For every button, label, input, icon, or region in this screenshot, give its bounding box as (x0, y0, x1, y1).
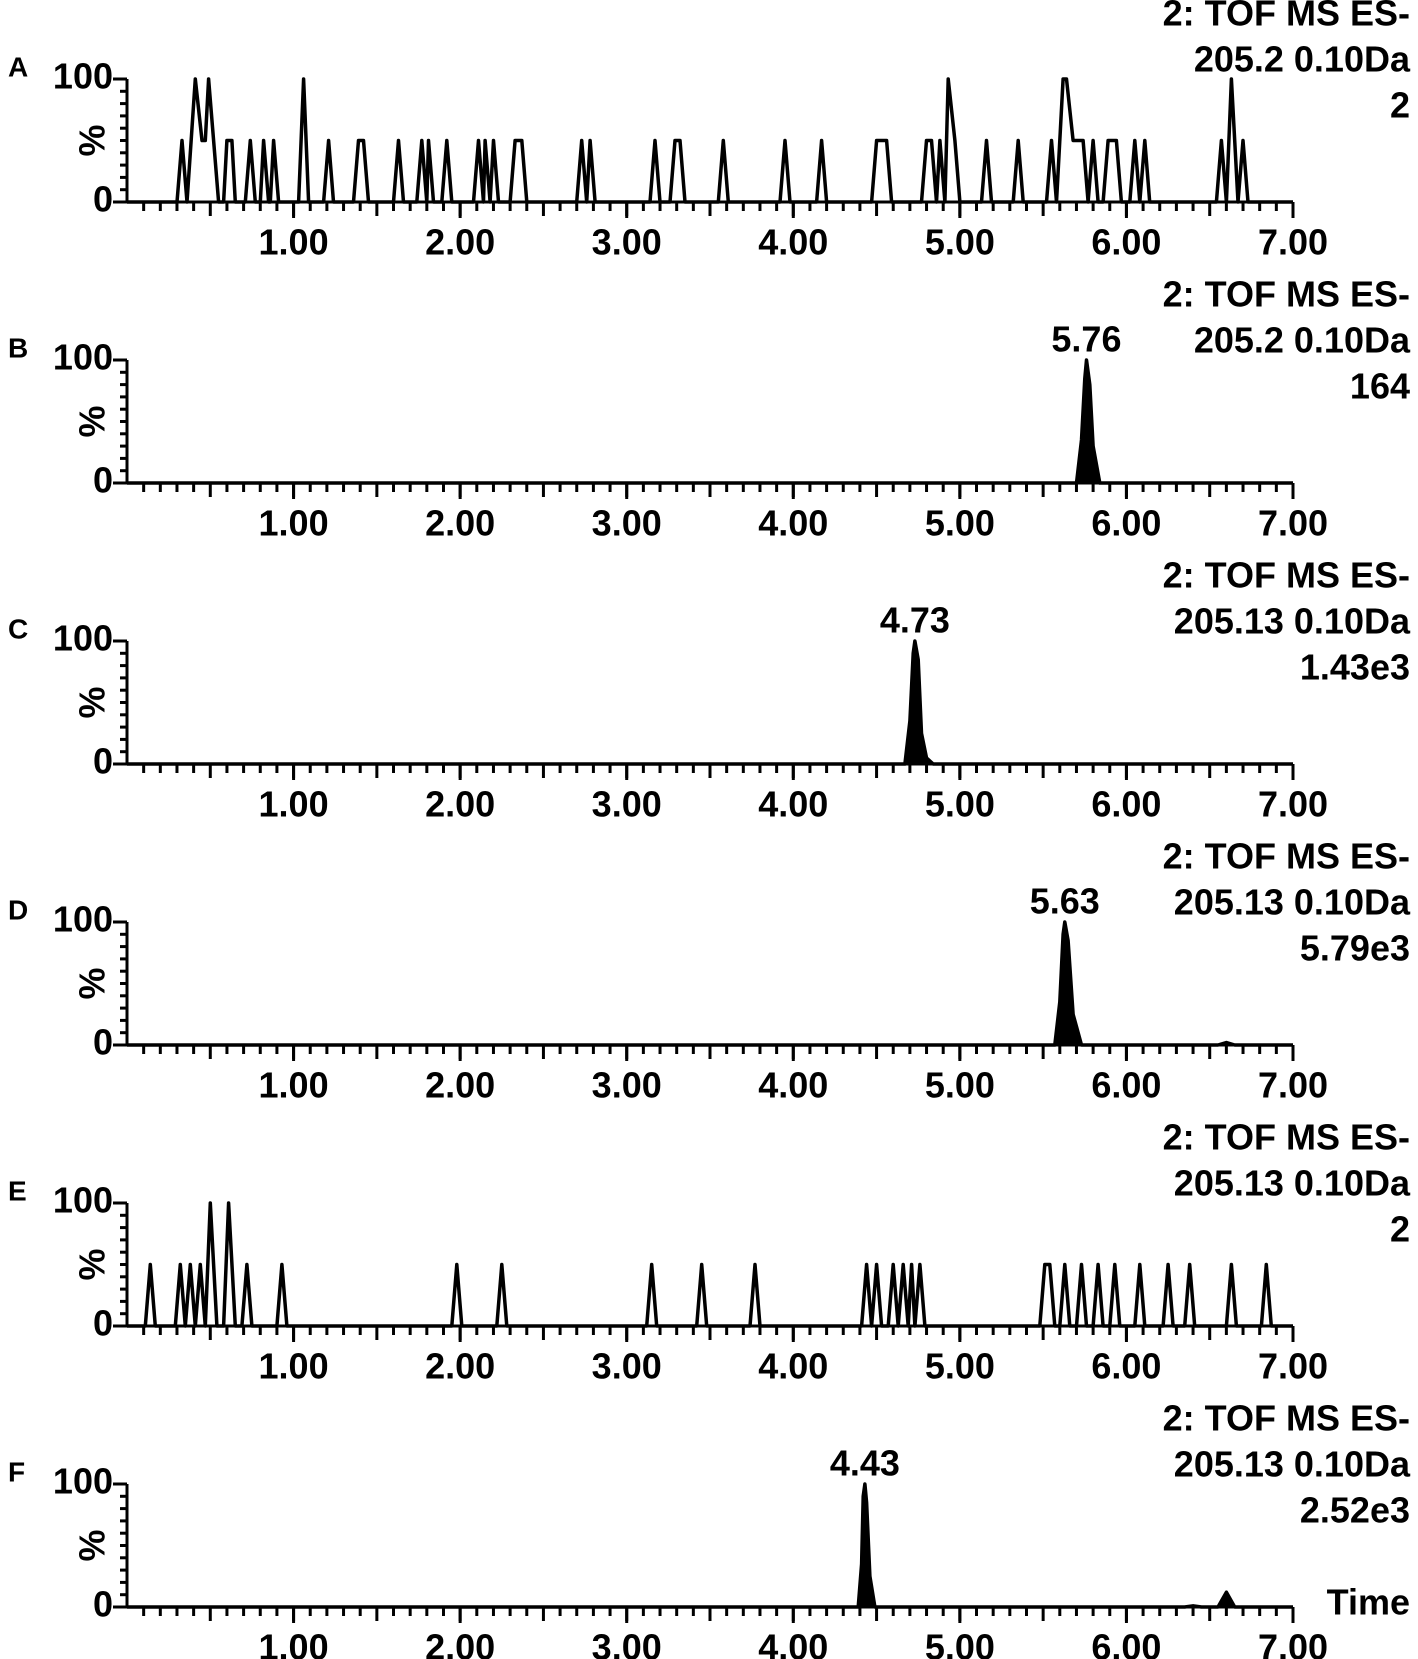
x-tick-label: 4.00 (758, 1346, 828, 1387)
panel-label: E (8, 1175, 27, 1206)
panel-label: F (8, 1456, 25, 1487)
x-tick-label: 4.00 (758, 1065, 828, 1106)
y-tick-label: 0 (93, 741, 113, 782)
header-line: 205.2 0.10Da (1194, 39, 1411, 80)
header-line: 2: TOF MS ES- (1163, 274, 1410, 315)
x-tick-label: 3.00 (592, 1627, 662, 1659)
x-tick-label: 4.00 (758, 1627, 828, 1659)
header-line: 2.52e3 (1300, 1490, 1410, 1531)
trace (127, 920, 1293, 1047)
trace (127, 1482, 1293, 1609)
trace (127, 639, 1293, 766)
header-line: 164 (1350, 366, 1410, 407)
y-axis-label: % (72, 686, 113, 718)
peak-label: 5.63 (1030, 881, 1100, 922)
y-tick-label: 0 (93, 1584, 113, 1625)
x-tick-label: 5.00 (925, 1627, 995, 1659)
x-tick-label: 3.00 (592, 1346, 662, 1387)
panel-label: B (8, 332, 28, 363)
x-tick-label: 5.00 (925, 1065, 995, 1106)
peak-label: 4.43 (830, 1443, 900, 1484)
y-tick-label: 100 (53, 56, 113, 97)
x-tick-label: 4.00 (758, 222, 828, 263)
y-tick-label: 0 (93, 1022, 113, 1063)
x-tick-label: 1.00 (259, 1065, 329, 1106)
x-tick-label: 6.00 (1091, 222, 1161, 263)
y-axis-label: % (72, 1529, 113, 1561)
x-tick-label: 1.00 (259, 1627, 329, 1659)
x-tick-label: 3.00 (592, 784, 662, 825)
x-tick-label: 6.00 (1091, 503, 1161, 544)
peak-label: 5.76 (1051, 319, 1121, 360)
x-tick-label: 7.00 (1258, 222, 1328, 263)
header-line: 205.2 0.10Da (1194, 320, 1411, 361)
header-line: 205.13 0.10Da (1174, 1444, 1411, 1485)
x-tick-label: 1.00 (259, 784, 329, 825)
trace (127, 358, 1293, 485)
header-line: 2: TOF MS ES- (1163, 0, 1410, 34)
x-tick-label: 5.00 (925, 222, 995, 263)
x-tick-label: 3.00 (592, 222, 662, 263)
x-tick-label: 5.00 (925, 1346, 995, 1387)
header-line: 2 (1390, 1209, 1410, 1250)
header-line: 205.13 0.10Da (1174, 601, 1411, 642)
x-tick-label: 7.00 (1258, 1065, 1328, 1106)
x-tick-label: 2.00 (425, 1627, 495, 1659)
y-axis-label: % (72, 1248, 113, 1280)
x-tick-label: 7.00 (1258, 1627, 1328, 1659)
x-tick-label: 1.00 (259, 222, 329, 263)
header-line: 205.13 0.10Da (1174, 882, 1411, 923)
x-tick-label: 2.00 (425, 1346, 495, 1387)
x-tick-label: 5.00 (925, 784, 995, 825)
x-tick-label: 4.00 (758, 503, 828, 544)
header-line: 1.43e3 (1300, 647, 1410, 688)
header-line: 205.13 0.10Da (1174, 1163, 1411, 1204)
y-axis-label: % (72, 967, 113, 999)
x-tick-label: 4.00 (758, 784, 828, 825)
x-tick-label: 7.00 (1258, 503, 1328, 544)
x-tick-label: 7.00 (1258, 784, 1328, 825)
y-tick-label: 100 (53, 618, 113, 659)
panel-label: A (8, 51, 28, 82)
x-tick-label: 1.00 (259, 503, 329, 544)
x-tick-label: 2.00 (425, 503, 495, 544)
y-tick-label: 0 (93, 460, 113, 501)
trace (127, 1201, 1293, 1328)
y-tick-label: 100 (53, 1180, 113, 1221)
y-tick-label: 100 (53, 1461, 113, 1502)
y-tick-label: 100 (53, 899, 113, 940)
header-line: 2: TOF MS ES- (1163, 555, 1410, 596)
header-line: 2: TOF MS ES- (1163, 836, 1410, 877)
x-tick-label: 3.00 (592, 1065, 662, 1106)
x-tick-label: 5.00 (925, 503, 995, 544)
x-tick-label: 2.00 (425, 784, 495, 825)
header-line: 2 (1390, 85, 1410, 126)
x-tick-label: 6.00 (1091, 1065, 1161, 1106)
trace (127, 77, 1293, 204)
header-line: 5.79e3 (1300, 928, 1410, 969)
y-tick-label: 0 (93, 1303, 113, 1344)
x-axis-label: Time (1327, 1582, 1410, 1623)
x-tick-label: 6.00 (1091, 1627, 1161, 1659)
x-tick-label: 6.00 (1091, 784, 1161, 825)
y-axis-label: % (72, 405, 113, 437)
peak-label: 4.73 (880, 600, 950, 641)
x-tick-label: 2.00 (425, 1065, 495, 1106)
x-tick-label: 3.00 (592, 503, 662, 544)
header-line: 2: TOF MS ES- (1163, 1117, 1410, 1158)
y-tick-label: 0 (93, 179, 113, 220)
x-tick-label: 6.00 (1091, 1346, 1161, 1387)
y-tick-label: 100 (53, 337, 113, 378)
x-tick-label: 2.00 (425, 222, 495, 263)
y-axis-label: % (72, 124, 113, 156)
x-tick-label: 7.00 (1258, 1346, 1328, 1387)
panel-label: D (8, 894, 28, 925)
x-tick-label: 1.00 (259, 1346, 329, 1387)
panel-label: C (8, 613, 28, 644)
header-line: 2: TOF MS ES- (1163, 1398, 1410, 1439)
